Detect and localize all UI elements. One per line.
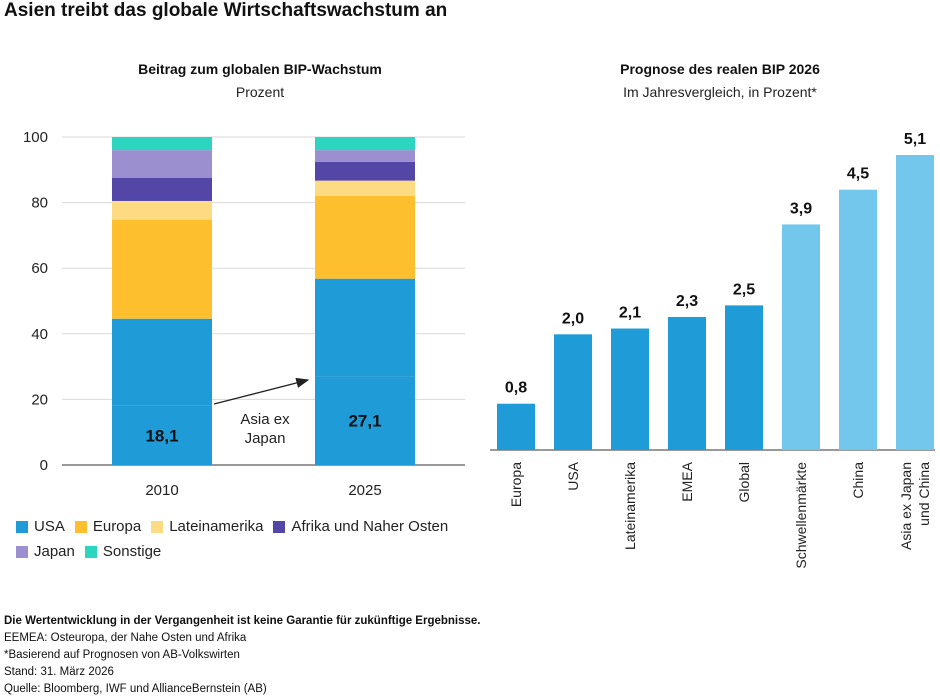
- bar-segment-usa: [112, 405, 212, 465]
- bar-value-label: 4,5: [847, 166, 869, 183]
- emea-note: EEMEA: Osteuropa, der Nahe Osten und Afr…: [4, 632, 247, 644]
- legend-item-sonstige: Sonstige: [84, 543, 162, 560]
- charts-canvas: 0 20 40 60 80 100 18,1 2010 27,1 2025 Asia ex Japan…: [23, 129, 935, 569]
- asia-annotation-text: Japan: [245, 430, 286, 447]
- category-label: Europa: [508, 462, 524, 507]
- bar-value-label: 2,1: [619, 305, 641, 322]
- basis-note: *Basierend auf Prognosen von AB-Volkswir…: [4, 649, 240, 661]
- forecast-bar: [725, 305, 763, 450]
- usa-value-label: 18,1: [145, 426, 178, 445]
- legend-label: Japan: [34, 543, 75, 560]
- right-chart-subtitle: Im Jahresvergleich, in Prozent*: [623, 84, 817, 100]
- bar-segment-japan: [315, 150, 415, 162]
- category-label: China: [850, 462, 866, 499]
- legend-item-europa: Europa: [74, 518, 142, 535]
- legend-label: Sonstige: [102, 543, 162, 560]
- legend-swatch: [273, 520, 286, 533]
- forecast-bar: [497, 403, 535, 450]
- bar-segment-japan: [112, 150, 212, 178]
- category-label: USA: [565, 461, 581, 490]
- bar-segment-lateinamerika: [315, 180, 415, 196]
- y-tick-label: 60: [31, 260, 48, 277]
- bar-value-label: 2,0: [562, 310, 584, 327]
- category-label: Asia ex Japan: [898, 462, 914, 550]
- legend-swatch: [16, 520, 28, 533]
- legend-label: Lateinamerika: [169, 518, 264, 535]
- bar-segment-sonstige: [315, 137, 415, 151]
- footnotes: Die Wertentwicklung in der Vergangenheit…: [4, 613, 481, 698]
- source-note: Quelle: Bloomberg, IWF und AllianceBerns…: [4, 683, 267, 695]
- y-tick-label: 40: [31, 326, 48, 343]
- x-category-label: 2010: [145, 482, 178, 499]
- legend-label: Europa: [92, 518, 142, 535]
- legend-swatch: [84, 545, 97, 558]
- chart-legend: USA Europa Lateinamerika Afrika und Naher O…: [16, 518, 486, 568]
- bar-value-label: 5,1: [904, 131, 926, 148]
- left-chart-subtitle: Prozent: [235, 84, 285, 100]
- bar-segment-usa: [315, 376, 415, 465]
- forecast-bar: [896, 155, 934, 450]
- bar-segment-europa: [315, 195, 415, 279]
- legend-item-japan: Japan: [16, 543, 75, 560]
- bar-segment-sonstige: [112, 137, 212, 151]
- bar-segment-afrika: [112, 178, 212, 201]
- legend-item-lateinamerika: Lateinamerika: [151, 518, 263, 535]
- forecast-bar: [611, 328, 649, 450]
- legend-swatch: [16, 545, 28, 558]
- bar-value-label: 2,3: [676, 293, 698, 310]
- legend-label: Afrika und Naher Osten: [291, 518, 449, 535]
- bar-segment-asia_ex_japan: [112, 318, 212, 406]
- bar-segment-asia_ex_japan: [315, 278, 415, 377]
- category-label: Schwellenmärkte: [793, 462, 809, 569]
- bar-value-label: 3,9: [790, 200, 812, 217]
- left-stacked-bar-chart: 0 20 40 60 80 100 18,1 2010 27,1 2025 Asia ex Japan: [23, 129, 465, 499]
- category-label: EMEA: [679, 461, 695, 501]
- left-chart-title: Beitrag zum globalen BIP-Wachstum: [138, 61, 382, 77]
- usa-value-label: 27,1: [348, 412, 381, 431]
- x-category-label: 2025: [348, 482, 381, 499]
- bar-segment-europa: [112, 219, 212, 319]
- y-tick-label: 100: [23, 129, 48, 146]
- legend-swatch: [74, 520, 87, 533]
- category-label: und China: [916, 462, 932, 526]
- legend-item-usa: USA: [16, 518, 65, 535]
- disclaimer-note: Die Wertentwicklung in der Vergangenheit…: [4, 615, 481, 627]
- bar-value-label: 2,5: [733, 281, 755, 298]
- category-label: Lateinamerika: [622, 462, 638, 550]
- forecast-bar: [668, 316, 706, 450]
- legend-label: USA: [34, 518, 65, 535]
- right-bar-chart: 0,8 Europa 2,0 USA 2,1 Lateinamerika 2,3 EMEA 2,…: [490, 131, 935, 569]
- annotation-arrow: [213, 377, 310, 405]
- forecast-bar: [839, 189, 877, 451]
- right-chart-title: Prognose des realen BIP 2026: [620, 61, 820, 77]
- bar-value-label: 0,8: [505, 380, 527, 397]
- page-title: Asien treibt das globale Wirtschaftswach…: [4, 0, 448, 21]
- asia-annotation-text: Asia ex: [240, 411, 290, 428]
- bar-segment-lateinamerika: [112, 200, 212, 220]
- legend-item-afrika: Afrika und Naher Osten: [273, 518, 448, 535]
- forecast-bar: [554, 334, 592, 450]
- legend-swatch: [151, 520, 164, 533]
- category-label: Global: [736, 462, 752, 502]
- bar-segment-afrika: [315, 161, 415, 181]
- forecast-bar: [782, 224, 820, 450]
- y-tick-label: 20: [31, 391, 48, 408]
- y-tick-label: 80: [31, 195, 48, 212]
- stand-note: Stand: 31. März 2026: [4, 666, 114, 678]
- y-tick-label: 0: [40, 457, 48, 474]
